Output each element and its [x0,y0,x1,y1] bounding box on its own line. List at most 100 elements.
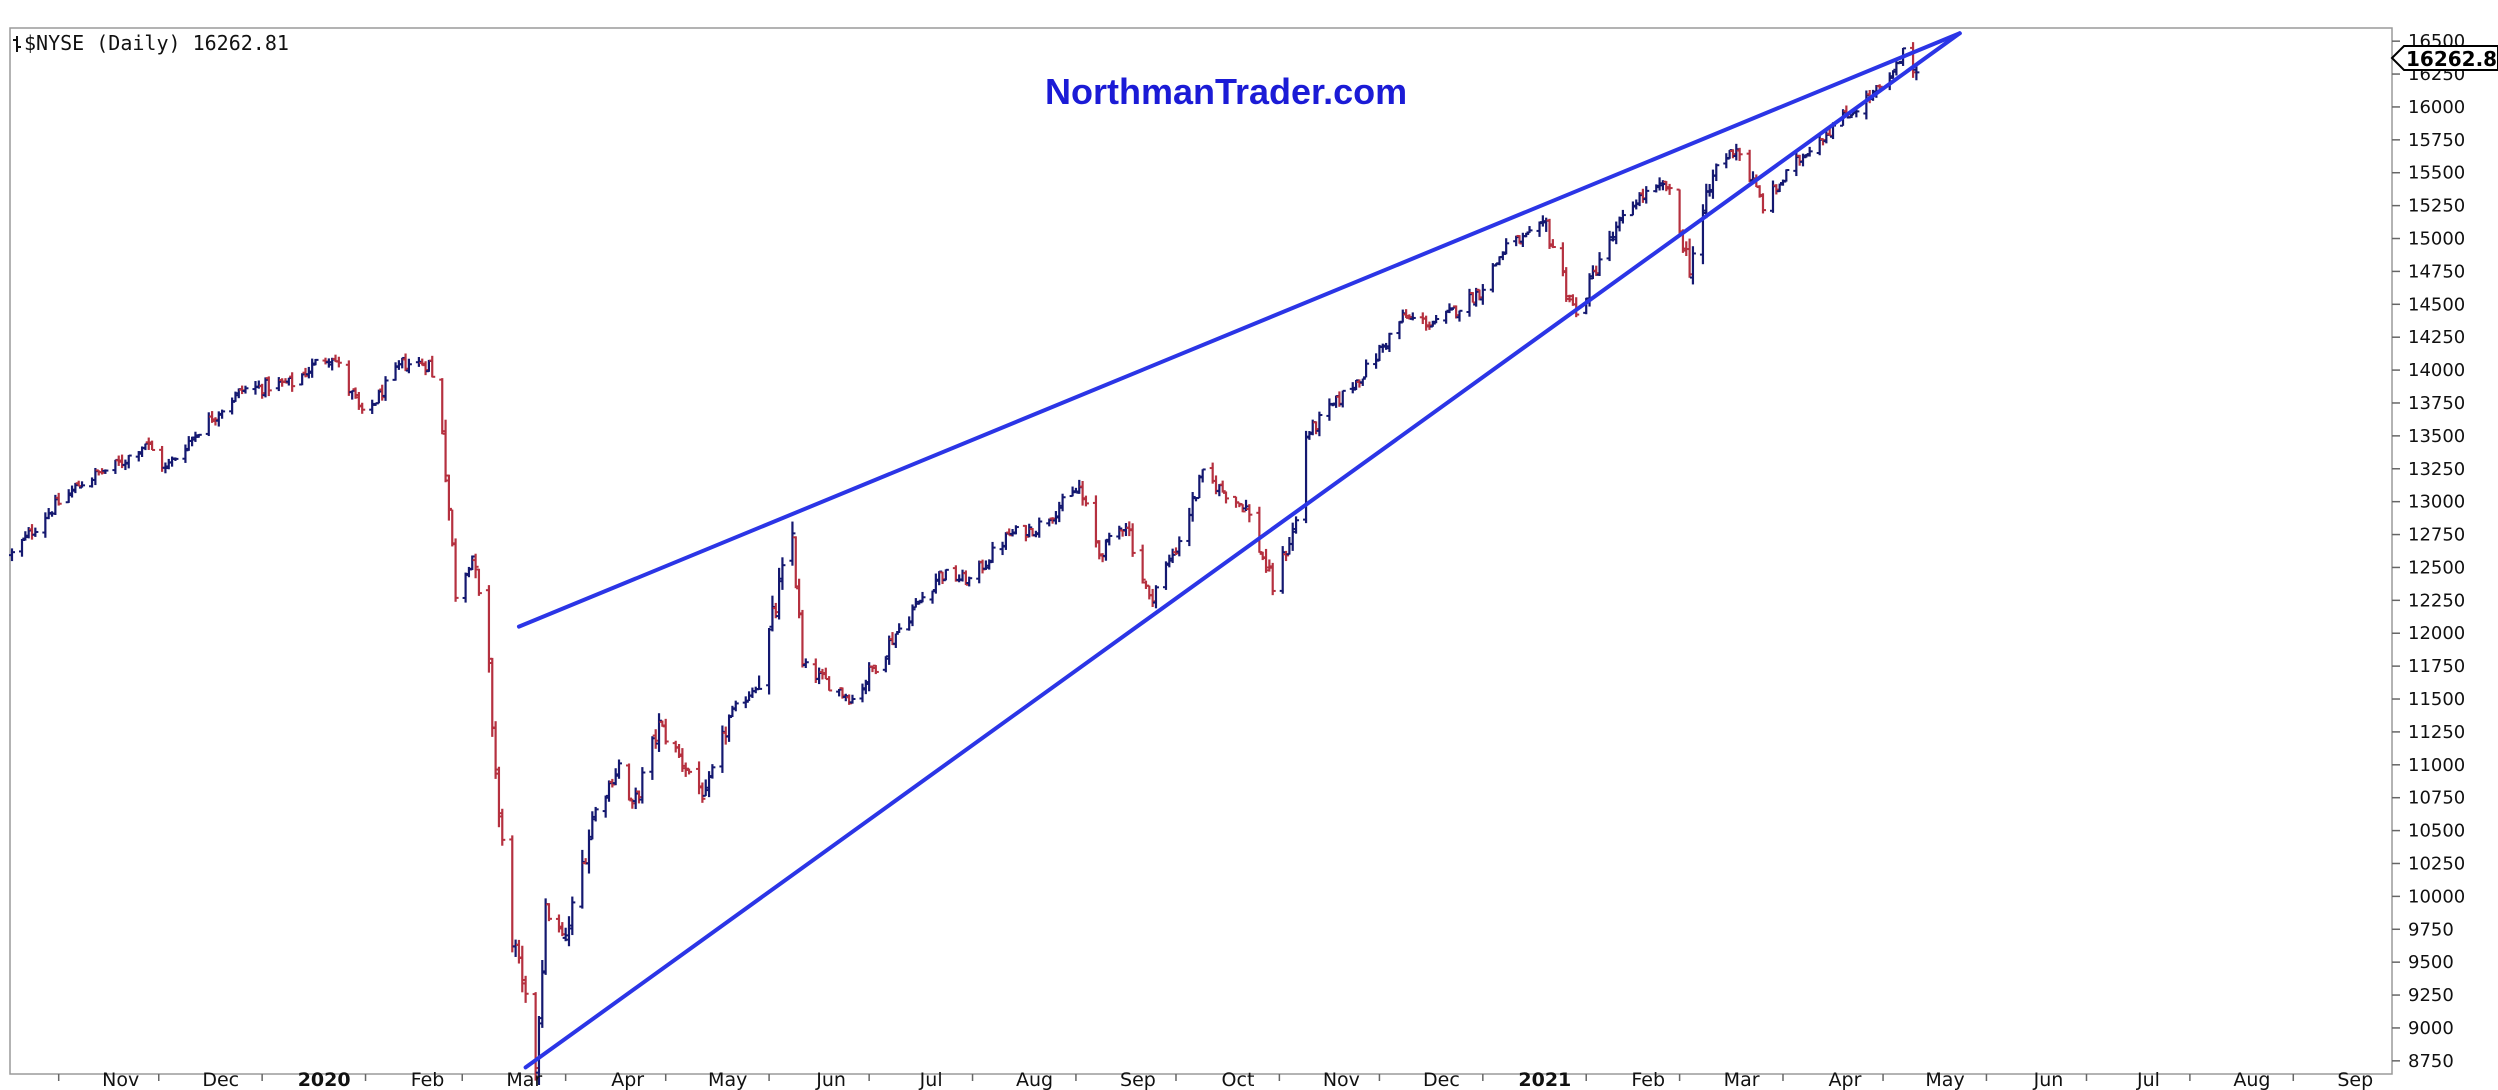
ohlc-bar [756,675,763,690]
ohlc-bar [1759,193,1766,214]
ohlc-bar [1429,320,1436,328]
y-tick-label: 8750 [2408,1051,2454,1072]
ohlc-bar [1479,284,1486,305]
ohlc-bar [1689,246,1696,285]
ohlc-bar [1806,146,1813,157]
ohlc-bar [335,356,342,368]
y-tick-label: 12750 [2408,525,2465,546]
x-tick-label: May [708,1069,747,1090]
watermark-text: NorthmanTrader.com [1045,71,1407,112]
x-tick-label: May [1925,1069,1964,1090]
ohlc-bar [1456,309,1463,322]
ohlc-bar [1316,411,1323,437]
y-tick-label: 11000 [2408,755,2465,776]
last-value-label: 16262.81 [2406,47,2498,71]
y-tick-label: 10500 [2408,821,2465,842]
ohlc-bar [1666,183,1673,195]
ohlc-bar [942,568,949,582]
ohlc-bar [1339,389,1346,408]
ohlc-bar [195,433,202,438]
x-tick-label: Feb [1631,1069,1665,1090]
ohlc-bar [732,700,739,712]
ohlc-bar [545,903,552,922]
y-tick-label: 10750 [2408,788,2465,809]
y-tick-label: 9250 [2408,985,2454,1006]
ohlc-bar [1059,493,1066,512]
ohlc-bar [1152,585,1159,609]
ohlc-bar [79,481,86,489]
ohlc-bar [1116,525,1123,540]
x-tick-label: Nov [102,1069,139,1090]
y-tick-label: 16000 [2408,97,2465,118]
x-tick-label: Sep [1120,1069,1156,1090]
ohlc-bar [289,372,296,392]
x-tick-label: Mar [1724,1069,1760,1090]
ohlc-bar [1573,297,1580,318]
ohlc-bar [1736,147,1743,161]
ohlc-bar [872,664,879,675]
y-tick-label: 14250 [2408,327,2465,348]
x-tick-label: Mar [506,1069,542,1090]
ohlc-bars [9,42,1920,1086]
ohlc-bar [1846,116,1853,119]
ohlc-bar [1523,232,1530,238]
legend: $NYSE (Daily) 16262.81 [13,31,289,55]
y-tick-label: 13000 [2408,492,2465,513]
y-tick-label: 11500 [2408,689,2465,710]
y-tick-label: 15250 [2408,196,2465,217]
ohlc-bar [445,474,452,521]
y-tick-label: 14750 [2408,261,2465,282]
ohlc-bar [1596,252,1603,276]
y-tick-label: 12000 [2408,623,2465,644]
y-tick-label: 11750 [2408,656,2465,677]
ohlc-bar [452,538,459,602]
ohlc-bar [1026,523,1033,538]
ohlc-bar [1082,495,1089,507]
x-tick-label: Oct [1222,1069,1255,1090]
ohlc-bar [1283,550,1290,562]
ohlc-bar [909,604,916,627]
ohlc-bar [1269,562,1276,596]
ohlc-bar [896,623,903,634]
ohlc-bar [382,376,389,401]
ohlc-bar [242,385,249,394]
last-value-tag: 16262.81 [2390,45,2498,71]
ohlc-bar [1199,468,1206,483]
ohlc-bar [1386,332,1393,353]
x-tick-label: Apr [611,1069,644,1090]
x-tick-label: Aug [2233,1069,2270,1090]
y-tick-label: 13500 [2408,426,2465,447]
ohlc-bar [1036,517,1043,538]
ohlc-bar [125,454,132,469]
plot-frame [9,27,2393,1075]
ohlc-bar [849,694,856,704]
x-tick-label: Sep [2337,1069,2373,1090]
x-tick-label: Aug [1016,1069,1053,1090]
ohlc-bar [1409,312,1416,321]
trendline-lower [523,31,1962,1070]
ohlc-bar [55,492,62,506]
ohlc-bar [475,568,482,596]
ohlc-bar [1433,314,1440,324]
ohlc-bar [569,896,576,936]
y-tick-label: 12250 [2408,590,2465,611]
ohlc-bar [989,541,996,563]
ohlc-bar [1619,209,1626,224]
ohlc-bar [919,591,926,604]
ohlc-bar [312,358,319,366]
ohlc-bar [9,548,15,562]
ohlc-bar [1549,239,1556,249]
ohlc-bar [1783,169,1790,183]
y-tick-label: 10000 [2408,886,2465,907]
y-tick-label: 14500 [2408,294,2465,315]
price-marker-icon [13,36,21,52]
ohlc-bar [102,469,109,474]
chart-title: $NYSE (Daily) 16262.81 [24,31,289,55]
ohlc-bar [429,355,436,378]
x-axis: Nov Dec 2020 Feb Mar Apr May Jun Jul Aug Sep Oct Nov… [57,1069,2373,1090]
ohlc-bar [1189,492,1196,522]
x-tick-label: Jul [2136,1069,2160,1090]
y-tick-label: 14000 [2408,360,2465,381]
ohlc-bar [779,557,786,590]
